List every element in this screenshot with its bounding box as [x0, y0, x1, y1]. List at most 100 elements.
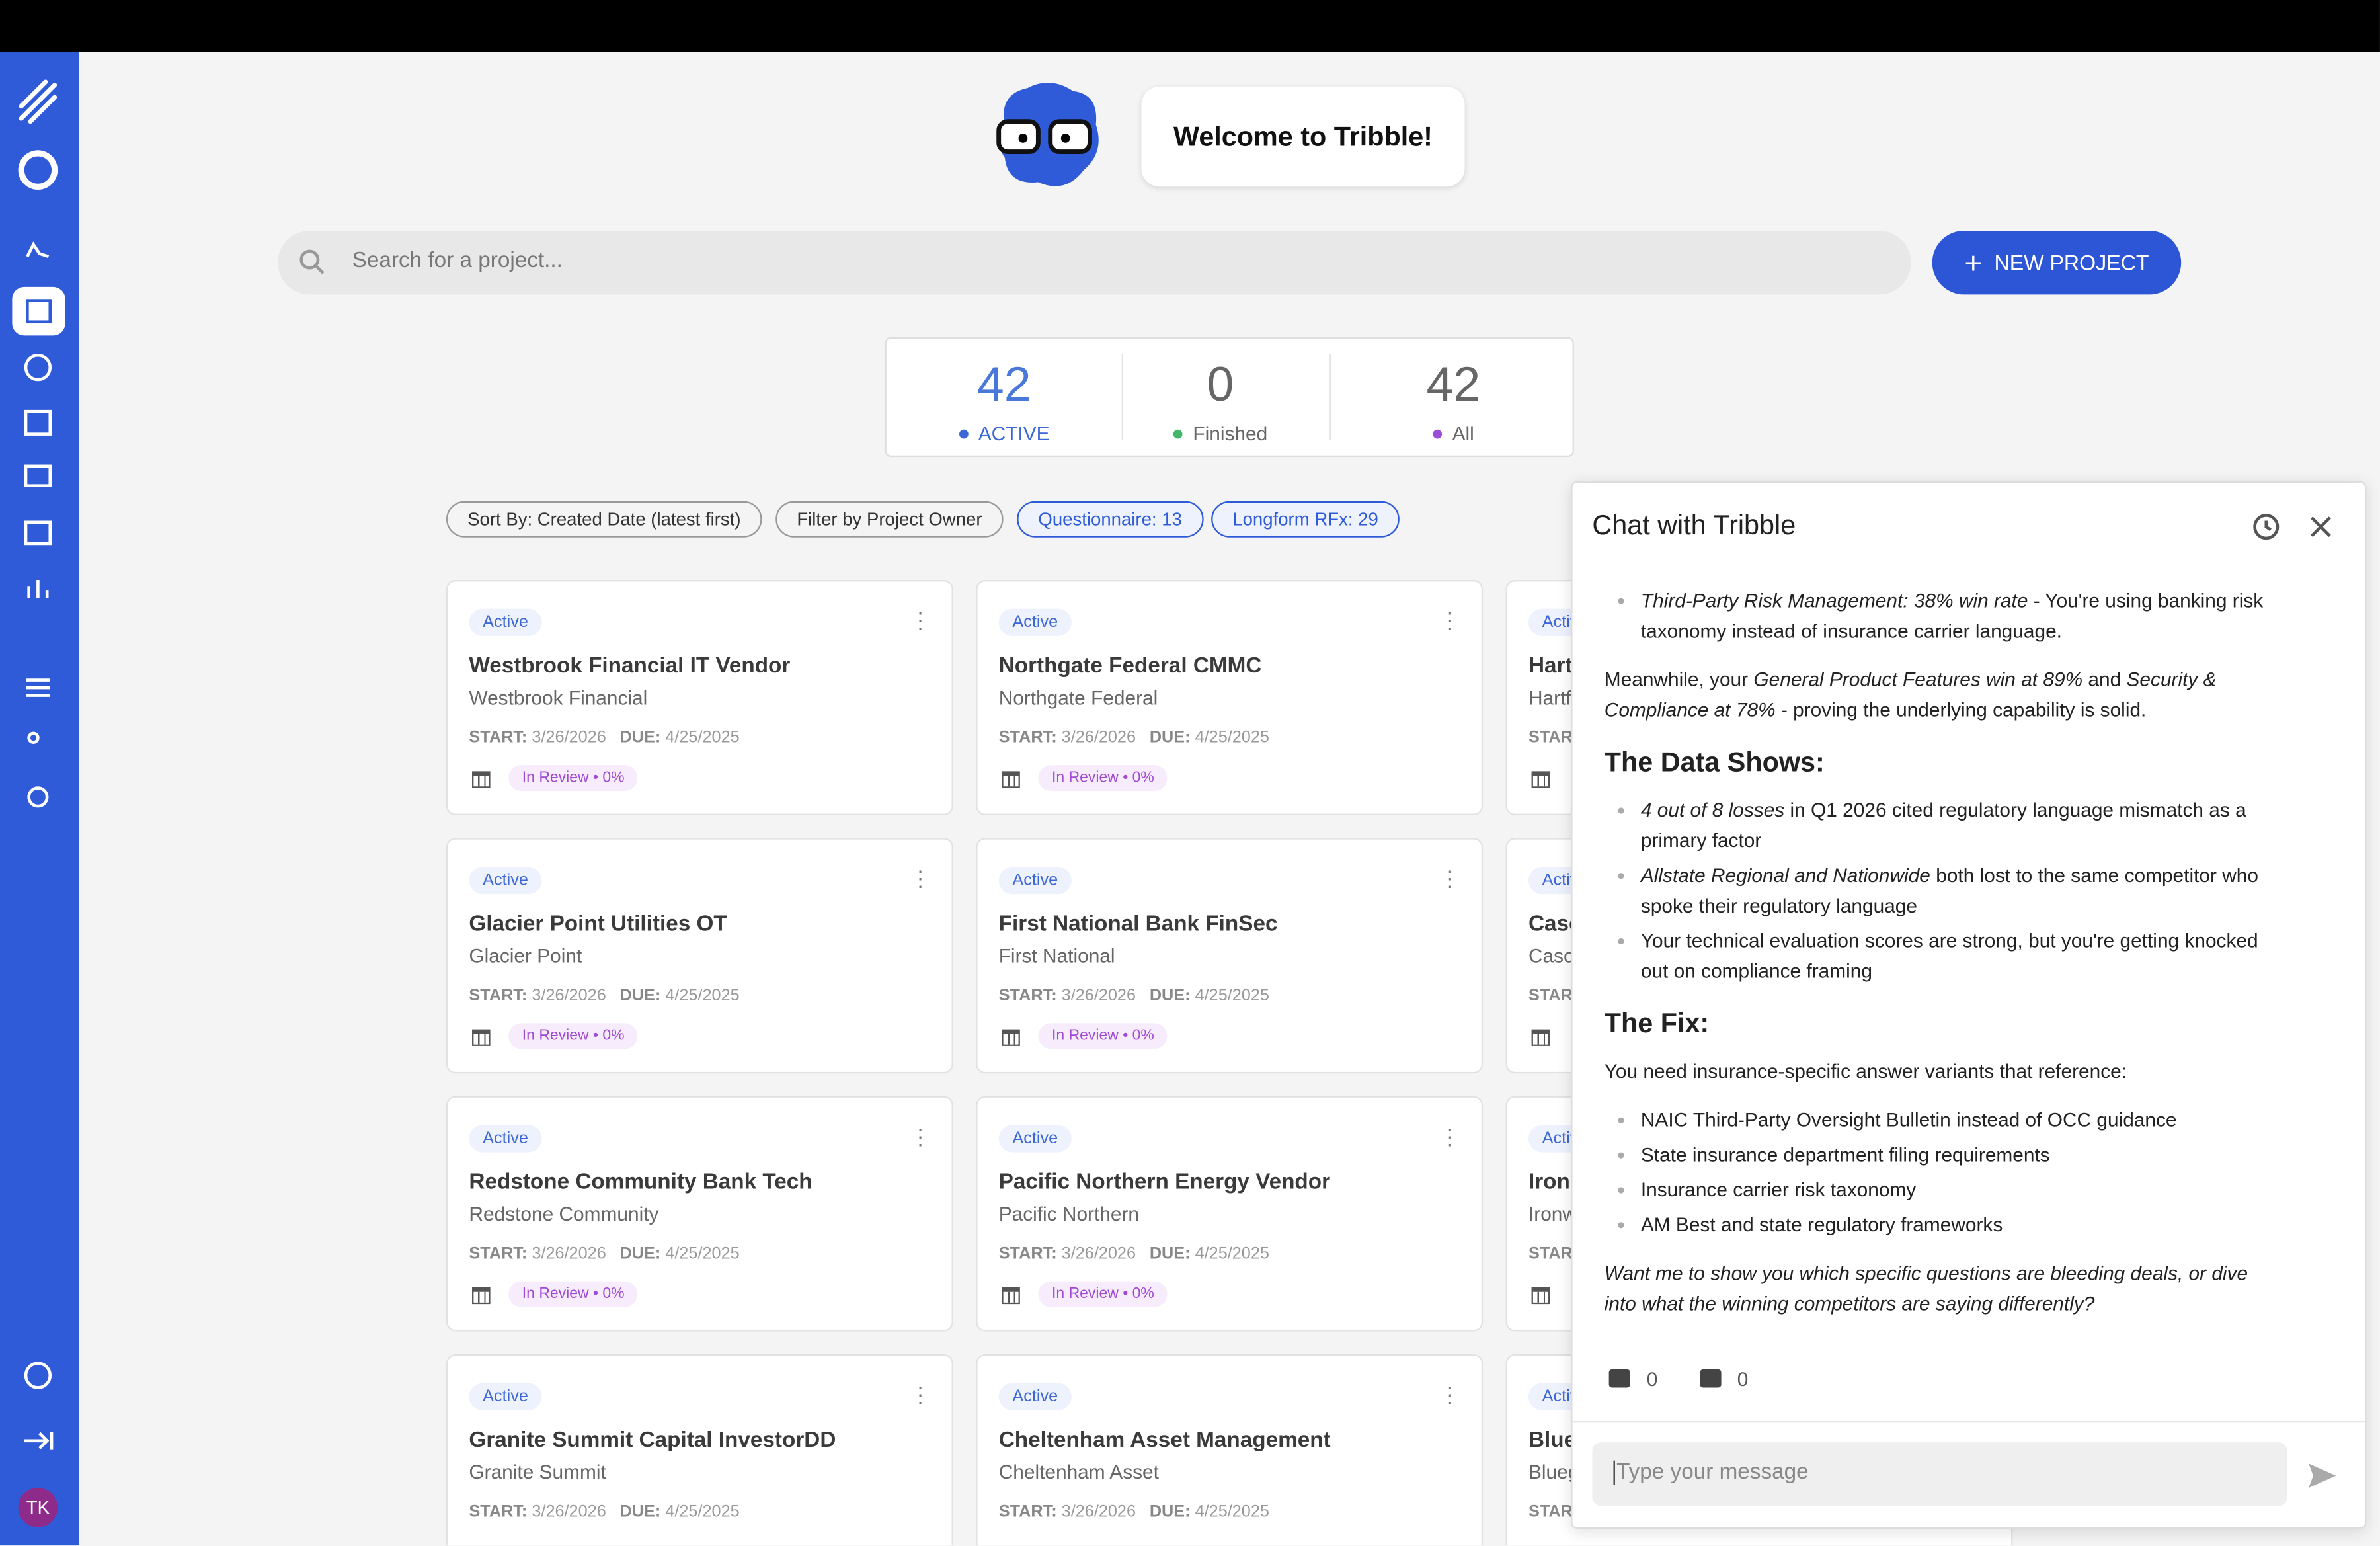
project-card[interactable]: Active · · · Glacier Point Utilities OT Glaci…: [446, 838, 953, 1074]
start-label: START:: [998, 1502, 1057, 1522]
message-input[interactable]: Type your message: [1592, 1442, 2287, 1506]
due-date: 4/25/2025: [1195, 1244, 1269, 1264]
search-icon: [299, 249, 325, 274]
start-label: STAR: [1528, 987, 1573, 1005]
stat: 0 Finished: [1111, 353, 1331, 445]
project-title: Iron: [1528, 1170, 1570, 1195]
project-card[interactable]: Active · · · First National Bank FinSec First…: [976, 838, 1484, 1074]
start-date: 3/26/2026: [532, 987, 606, 1005]
text-run: NAIC Third-Party Oversight Bulletin inst…: [1640, 1108, 2177, 1131]
thumbs-up[interactable]: [1608, 1369, 1630, 1388]
stat-value: 42: [1426, 356, 1481, 412]
project-card[interactable]: Active · · · Redstone Community Bank Tech Red…: [446, 1096, 953, 1332]
due-date: 4/25/2025: [665, 1244, 740, 1264]
project-org: Granite Summit: [469, 1460, 606, 1484]
text-run: Insurance carrier risk taxonomy: [1640, 1178, 1917, 1201]
text-run: Allstate Regional and Nationwide: [1640, 864, 1930, 887]
start-label: STAR: [1528, 1502, 1573, 1522]
project-title: Granite Summit Capital InvestorDD: [469, 1428, 836, 1453]
start-label: STAR: [1528, 729, 1573, 747]
status-pill: Active: [998, 1125, 1072, 1153]
project-org: Blueg: [1528, 1460, 1579, 1484]
stat: 42 ACTIVE: [887, 353, 1123, 445]
sidebar-icons: TK: [12, 79, 65, 1527]
filter-chip[interactable]: Filter by Project Owner: [775, 501, 1004, 538]
dates: STAR: [1528, 1503, 1573, 1522]
project-card[interactable]: Active · · · Cheltenham Asset Management Chel…: [976, 1354, 1484, 1546]
text-run: - proving the underlying capability is s…: [1775, 698, 2147, 721]
due-date: 4/25/2025: [665, 729, 740, 747]
due-date: 4/25/2025: [665, 987, 740, 1005]
bullet-item: State insurance department filing requir…: [1641, 1140, 2265, 1170]
project-card[interactable]: Active · · · Granite Summit Capital Investor…: [446, 1354, 953, 1546]
filter-chip[interactable]: Sort By: Created Date (latest first): [446, 501, 762, 538]
user-initials[interactable]: TK: [26, 1497, 50, 1518]
filter-chip[interactable]: Questionnaire: 13: [1017, 501, 1204, 538]
divider: [1572, 1420, 2365, 1423]
new-project-button[interactable]: + NEW PROJECT: [1932, 230, 2182, 295]
due-label: DUE:: [1149, 987, 1191, 1005]
chat-actions[interactable]: [2250, 510, 2341, 544]
dates: START: 3/26/2026 DUE: 4/25/2025: [999, 1245, 1269, 1264]
start-label: START:: [469, 729, 528, 747]
chat-paragraph: Want me to show you which specific quest…: [1605, 1258, 2265, 1319]
status-pill: Active: [998, 608, 1072, 636]
welcome-bubble: Welcome to Tribble!: [1141, 86, 1465, 187]
review-pill: In Review • 0%: [508, 765, 639, 792]
card-menu: ···: [916, 1373, 924, 1414]
text-run: in Q1 2026 cited regulatory language mis…: [1640, 798, 2246, 852]
table-icon: [1531, 1287, 1550, 1305]
project-card[interactable]: Active · · · Westbrook Financial IT Vendor We…: [446, 580, 953, 815]
text-run: The Fix:: [1604, 1008, 1710, 1039]
start-date: 3/26/2026: [1061, 1502, 1136, 1522]
due-date: 4/25/2025: [1195, 1502, 1269, 1522]
stat-label: Finished: [1193, 422, 1268, 445]
text-run: General Product Features win at 89%: [1753, 668, 2083, 691]
project-org: Pacific Northern: [998, 1202, 1140, 1225]
text-run: both lost to the same competitor who spo…: [1640, 864, 2258, 917]
start-date: 3/26/2026: [1061, 987, 1136, 1005]
bullet-item: Allstate Regional and Nationwide both lo…: [1641, 861, 2265, 922]
card-menu: ···: [916, 599, 924, 639]
project-card[interactable]: Active · · · Pacific Northern Energy Vendor P…: [976, 1096, 1484, 1332]
project-title: Cheltenham Asset Management: [998, 1428, 1331, 1453]
start-date: 3/26/2026: [532, 729, 606, 747]
table-icon: [1002, 1287, 1020, 1305]
chat-heading: The Fix:: [1605, 1008, 2265, 1038]
table-icon: [1002, 1029, 1020, 1046]
text-run: The Data Shows:: [1604, 747, 1825, 778]
project-title: Glacier Point Utilities OT: [469, 912, 727, 937]
bullet-item: AM Best and state regulatory frameworks: [1641, 1210, 2265, 1241]
project-org: Hartf: [1528, 686, 1571, 710]
status-pill: Active: [469, 608, 542, 636]
filter-chip[interactable]: Longform RFx: 29: [1211, 501, 1400, 538]
dates: START: 3/26/2026 DUE: 4/25/2025: [469, 987, 739, 1005]
dates: START: 3/26/2026 DUE: 4/25/2025: [469, 729, 739, 747]
stat-dot: [958, 429, 968, 439]
project-org: First National: [998, 944, 1115, 967]
project-title: First National Bank FinSec: [998, 912, 1278, 937]
stat-value: 0: [1207, 356, 1234, 412]
thumbs-down[interactable]: [1699, 1369, 1721, 1388]
send-button[interactable]: [2307, 1462, 2338, 1489]
card-menu: ···: [1446, 1373, 1454, 1414]
card-menu: ···: [1446, 858, 1454, 897]
card-menu: ···: [1446, 1116, 1454, 1156]
dates: START: 3/26/2026 DUE: 4/25/2025: [999, 987, 1269, 1005]
top-bar: [0, 0, 2380, 52]
search-bar[interactable]: Search for a project...: [278, 230, 1911, 295]
start-label: START:: [469, 987, 528, 1005]
card-menu: ···: [916, 1116, 924, 1156]
feedback: 0 0: [1608, 1367, 1749, 1391]
bullet-list: Third-Party Risk Management: 38% win rat…: [1605, 586, 2265, 647]
dates: START: 3/26/2026 DUE: 4/25/2025: [469, 1245, 739, 1264]
dislike-count: 0: [1737, 1367, 1749, 1391]
text-run: 4 out of 8 losses: [1640, 798, 1785, 822]
table-icon: [1531, 1029, 1550, 1046]
project-title: Pacific Northern Energy Vendor: [998, 1170, 1331, 1195]
project-card[interactable]: Active · · · Northgate Federal CMMC Northgate…: [976, 580, 1484, 815]
mascot: [996, 82, 1099, 186]
due-label: DUE:: [619, 1244, 661, 1264]
project-org: Casc: [1528, 944, 1573, 967]
bullet-item: Your technical evaluation scores are str…: [1641, 926, 2265, 987]
